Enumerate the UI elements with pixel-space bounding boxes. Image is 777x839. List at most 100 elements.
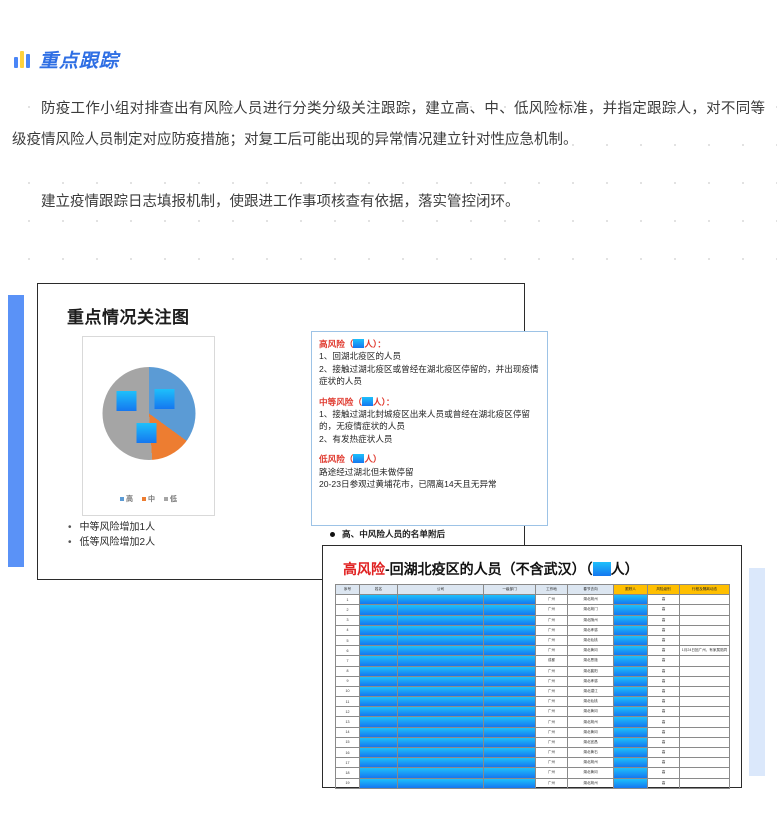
table-row: 7 成都 湖北恩施 高	[335, 655, 730, 667]
cell-location: 广州	[535, 757, 568, 769]
redaction-bar	[360, 646, 397, 655]
cell-location: 成都	[535, 655, 568, 667]
attachment-note: 高、中风险人员的名单附后	[330, 528, 445, 540]
cell-destination: 湖北随州	[567, 614, 614, 626]
table-row: 3 广州 湖北随州 高	[335, 614, 730, 626]
risk-heading-high-suffix: 人）：	[364, 339, 386, 349]
roster-title: 高风险-回湖北疫区的人员（不含武汉）（ 人）	[343, 559, 639, 579]
cell-level: 高	[647, 594, 680, 606]
redaction-bar	[614, 616, 647, 625]
redaction-bar	[360, 728, 397, 737]
bullet-text-1: 中等风险增加1人	[79, 522, 156, 533]
table-row: 2 广州 湖北荆门 高	[335, 604, 730, 616]
table-row: 9 广州 湖北孝感 高	[335, 675, 730, 687]
cell-status	[679, 655, 730, 667]
table-row: 12 广州 湖北黄冈 高	[335, 706, 730, 718]
cell-name	[359, 665, 398, 677]
redaction-box-roster-count	[592, 562, 611, 576]
redaction-bar	[360, 605, 397, 615]
cell-company	[397, 726, 484, 738]
cell-name	[359, 736, 398, 749]
redaction-bar	[398, 768, 483, 778]
cell-tracker	[613, 726, 648, 738]
cell-no: 6	[335, 645, 360, 657]
cell-dept	[483, 706, 536, 718]
redaction-bar	[360, 595, 397, 604]
cell-tracker	[613, 614, 648, 626]
cell-company	[397, 594, 484, 606]
risk-heading-medium: 中等风险（ 人）：	[319, 396, 540, 408]
redaction-bar	[484, 636, 535, 645]
roster-table: 序号 姓名 公司 一级部门 工作地 春节去向 跟踪人 风险级别 行程及隔离动态 …	[335, 583, 730, 789]
risk-line: 2、接触过湖北疫区或曾经在湖北疫区停留的，并出现疫情症状的人员	[319, 363, 539, 387]
redaction-bar	[484, 646, 535, 655]
redaction-bar	[614, 605, 647, 615]
cell-level: 高	[647, 685, 680, 698]
risk-line: 路途经过湖北但未做停留	[319, 466, 414, 477]
redaction-bar	[398, 605, 483, 615]
intro-paragraph-1: 防疫工作小组对排查出有风险人员进行分类分级关注跟踪，建立高、中、低风险标准，并指…	[12, 101, 765, 148]
redaction-bar	[614, 748, 647, 757]
cell-destination: 湖北黄冈	[567, 706, 614, 718]
table-row: 15 广州 湖北宜昌 高	[335, 736, 730, 749]
cell-name	[359, 604, 398, 616]
risk-heading-high-prefix: 高风险（	[319, 339, 354, 349]
redaction-bar	[398, 687, 483, 696]
cell-level: 高	[647, 675, 680, 687]
cell-destination: 湖北荆州	[567, 594, 614, 606]
column-header-status: 行程及隔离动态	[679, 583, 730, 596]
cell-name	[359, 685, 398, 698]
cell-name	[359, 716, 398, 728]
redaction-bar	[360, 738, 397, 747]
cell-name	[359, 696, 398, 708]
table-row: 8 广州 湖北襄阳 高	[335, 665, 730, 677]
redaction-bar	[484, 748, 535, 757]
cell-status	[679, 736, 730, 749]
bullet-dot-icon	[330, 531, 335, 537]
cell-tracker	[613, 624, 648, 636]
cell-tracker	[613, 746, 648, 759]
cell-level: 高	[647, 624, 680, 636]
cell-tracker	[613, 675, 648, 687]
cell-destination: 湖北襄阳	[567, 665, 614, 677]
legend-label-high: 高	[126, 496, 133, 503]
cell-dept	[483, 614, 536, 626]
table-row: 11 广州 湖北仙桃 高	[335, 696, 730, 708]
cell-destination: 湖北荆门	[567, 604, 614, 616]
redaction-bar	[484, 717, 535, 727]
redaction-bar	[614, 717, 647, 727]
risk-line: 1、回湖北疫区的人员	[319, 351, 402, 362]
cell-name	[359, 634, 398, 647]
cell-name	[359, 777, 398, 789]
cell-destination: 湖北恩施	[567, 655, 614, 667]
cell-status	[679, 777, 730, 789]
redaction-bar	[614, 646, 647, 655]
redaction-bar	[398, 656, 483, 665]
risk-heading-low-prefix: 低风险（	[319, 454, 354, 465]
table-row: 18 广州 湖北黄冈 高	[335, 767, 730, 779]
redaction-bar	[614, 656, 647, 665]
redaction-bar	[614, 728, 647, 737]
redaction-bar	[614, 626, 647, 635]
legend-item-low: 低	[164, 494, 177, 504]
cell-location: 广州	[535, 716, 568, 728]
cell-company	[397, 634, 484, 647]
bar-chart-icon	[14, 50, 30, 68]
cell-location: 广州	[535, 614, 568, 626]
cell-level: 高	[647, 746, 680, 759]
cell-dept	[483, 604, 536, 616]
cell-location: 广州	[535, 645, 568, 657]
cell-tracker	[613, 706, 648, 718]
cell-level: 高	[647, 736, 680, 749]
cell-dept	[483, 685, 536, 698]
cell-status	[679, 624, 730, 636]
cell-status	[679, 767, 730, 779]
column-header-location: 工作地	[535, 583, 568, 596]
redaction-bar	[398, 616, 483, 625]
legend-label-medium: 中	[148, 496, 155, 503]
cell-no: 14	[335, 726, 360, 738]
cell-company	[397, 675, 484, 687]
cell-no: 17	[335, 757, 360, 769]
cell-no: 12	[335, 706, 360, 718]
cell-dept	[483, 624, 536, 636]
